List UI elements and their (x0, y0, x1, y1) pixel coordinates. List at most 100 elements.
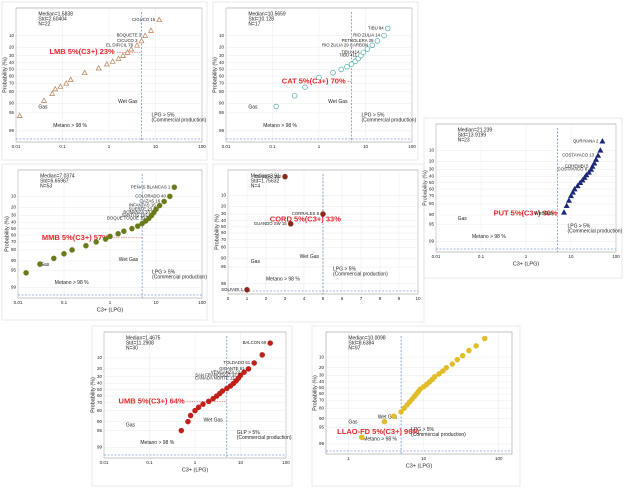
y-tick-label: 30 (221, 211, 227, 216)
y-tick-label: 40 (97, 381, 103, 386)
stats-text: Median=7.0374 (40, 173, 75, 179)
stats-text: Std=10.128 (248, 16, 274, 22)
data-point (436, 371, 442, 377)
data-point (381, 32, 387, 39)
stats-text: N=22 (38, 21, 50, 27)
y-tick-label: 60 (219, 73, 225, 78)
point-label: BOQUETE 3 (117, 33, 142, 38)
data-point (178, 427, 185, 434)
y-tick-label: 90 (429, 212, 435, 217)
stats-text: Std=6.65967 (40, 178, 69, 184)
y-tick-label: 60 (221, 230, 227, 235)
data-point (591, 160, 598, 166)
data-point (192, 407, 198, 414)
data-point (245, 366, 252, 372)
point-label: RIO ZULIA 29 CARBON (322, 42, 368, 47)
data-point (569, 189, 576, 195)
data-point (115, 231, 121, 237)
x-tick-label: 1 (194, 460, 197, 465)
y-tick-label: 60 (319, 391, 325, 396)
methane-label: Metano > 98 % (472, 234, 506, 240)
x-tick-label: 0.1 (59, 144, 66, 149)
x-axis-label: C3+ (LPG) (182, 467, 209, 473)
data-point (57, 83, 64, 89)
x-tick-label: 10 (153, 144, 159, 149)
data-point (391, 413, 397, 419)
point-label: CIGUCO 15 (132, 17, 156, 22)
x-tick-label: 5 (322, 296, 325, 301)
data-point (440, 368, 446, 374)
x-tick-label: 10 (415, 296, 421, 301)
point-label: TOLDADO 61 (224, 360, 251, 365)
y-tick-label: 10 (9, 33, 15, 38)
data-point (581, 174, 588, 180)
x-tick-label: 0.1 (146, 460, 153, 465)
y-tick-label: 20 (219, 44, 225, 49)
point-label: COHEMBI 5 (565, 164, 589, 169)
stats-text: Median=3.91 (251, 173, 280, 179)
x-axis-label: C3+ (LPG) (406, 463, 433, 469)
data-point (161, 198, 167, 205)
lpg-label: LPG > 5% (333, 267, 356, 273)
panel-frame (91, 325, 293, 487)
y-tick-label: 60 (9, 73, 15, 78)
x-tick-label: 2 (265, 296, 268, 301)
y-tick-label: 95 (429, 221, 435, 226)
y-tick-label: 30 (219, 53, 225, 58)
point-label: RIO ZULIA 14 (353, 33, 380, 38)
data-point (147, 27, 154, 33)
y-tick-label: 99 (319, 441, 325, 446)
point-label: BONANZA 33 (123, 210, 150, 215)
y-tick-label: 80 (319, 405, 325, 410)
gas-label: Gas (251, 259, 261, 265)
point-label: GUANDO SW 15 (254, 221, 288, 226)
y-tick-label: 99 (97, 445, 103, 450)
data-point (93, 239, 99, 245)
panel-frame (1, 1, 208, 161)
data-point (282, 173, 288, 180)
y-axis-label: Probability (%) (214, 214, 220, 250)
data-point (37, 261, 43, 267)
data-point (398, 409, 404, 415)
y-tick-label: 30 (319, 373, 325, 378)
data-point (115, 55, 122, 61)
data-point (134, 42, 140, 48)
y-tick-label: 95 (9, 110, 15, 115)
data-point (81, 69, 88, 76)
data-point (67, 76, 74, 82)
data-point (577, 179, 584, 185)
x-tick-label: 0 (227, 296, 230, 301)
y-tick-label: 40 (9, 60, 15, 65)
data-point (51, 255, 57, 262)
wet-gas-label: Wet Gas (534, 211, 554, 217)
lpg-note: (Commercial production) (237, 435, 292, 441)
x-tick-label: 1 (246, 296, 249, 301)
data-point (459, 352, 466, 359)
data-point (205, 398, 212, 405)
data-point (454, 356, 461, 363)
data-point (431, 373, 438, 380)
point-label: PETROLERA 29 (342, 38, 374, 43)
data-point (481, 335, 488, 342)
data-point (585, 169, 592, 175)
lpg-note: (Commercial production) (152, 275, 207, 281)
annotation: LMB 5%(C3+) 23% (49, 47, 115, 56)
data-point (153, 206, 159, 212)
wet-gas-label: Wet Gas (118, 99, 138, 105)
data-point (568, 192, 574, 199)
y-axis-label: Probability (%) (212, 57, 218, 93)
gas-label: Gas (348, 420, 358, 426)
data-point (52, 85, 59, 92)
y-tick-label: 50 (9, 67, 15, 72)
stats-text: N=17 (248, 21, 260, 27)
annotation: LLAO-FD 5%(C3+) 96% (337, 427, 419, 436)
y-tick-label: 90 (97, 419, 103, 424)
x-tick-label: 1 (318, 144, 321, 149)
methane-label: Metano > 98 % (363, 437, 397, 443)
point-label: SUERTE 23 (129, 206, 153, 211)
y-tick-label: 20 (97, 366, 103, 371)
data-point (291, 92, 298, 99)
data-point (443, 364, 450, 371)
x-tick-label: 100 (612, 254, 620, 259)
